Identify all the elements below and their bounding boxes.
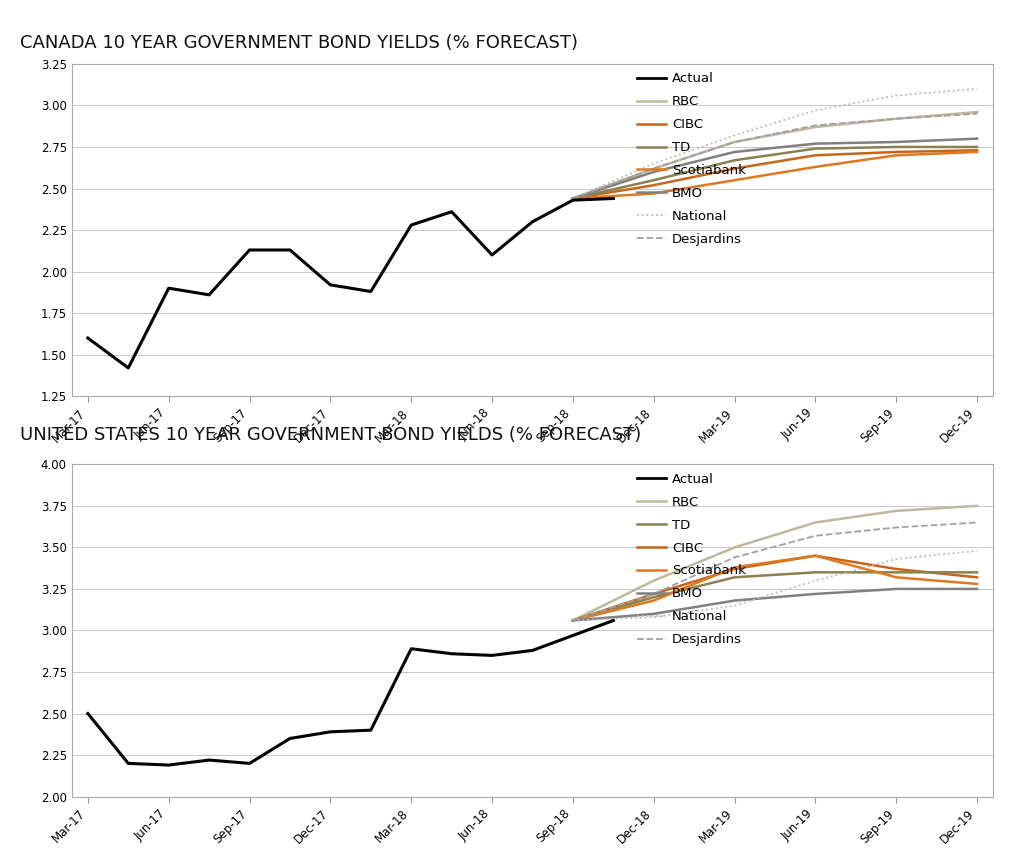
Legend: Actual, RBC, CIBC, TD, Scotiabank, BMO, National, Desjardins: Actual, RBC, CIBC, TD, Scotiabank, BMO, … [631, 67, 752, 251]
Legend: Actual, RBC, TD, CIBC, Scotiabank, BMO, National, Desjardins: Actual, RBC, TD, CIBC, Scotiabank, BMO, … [631, 468, 752, 652]
Text: UNITED STATES 10 YEAR GOVERNMENT BOND YIELDS (% FORECAST): UNITED STATES 10 YEAR GOVERNMENT BOND YI… [20, 426, 642, 444]
Text: CANADA 10 YEAR GOVERNMENT BOND YIELDS (% FORECAST): CANADA 10 YEAR GOVERNMENT BOND YIELDS (%… [20, 34, 579, 52]
